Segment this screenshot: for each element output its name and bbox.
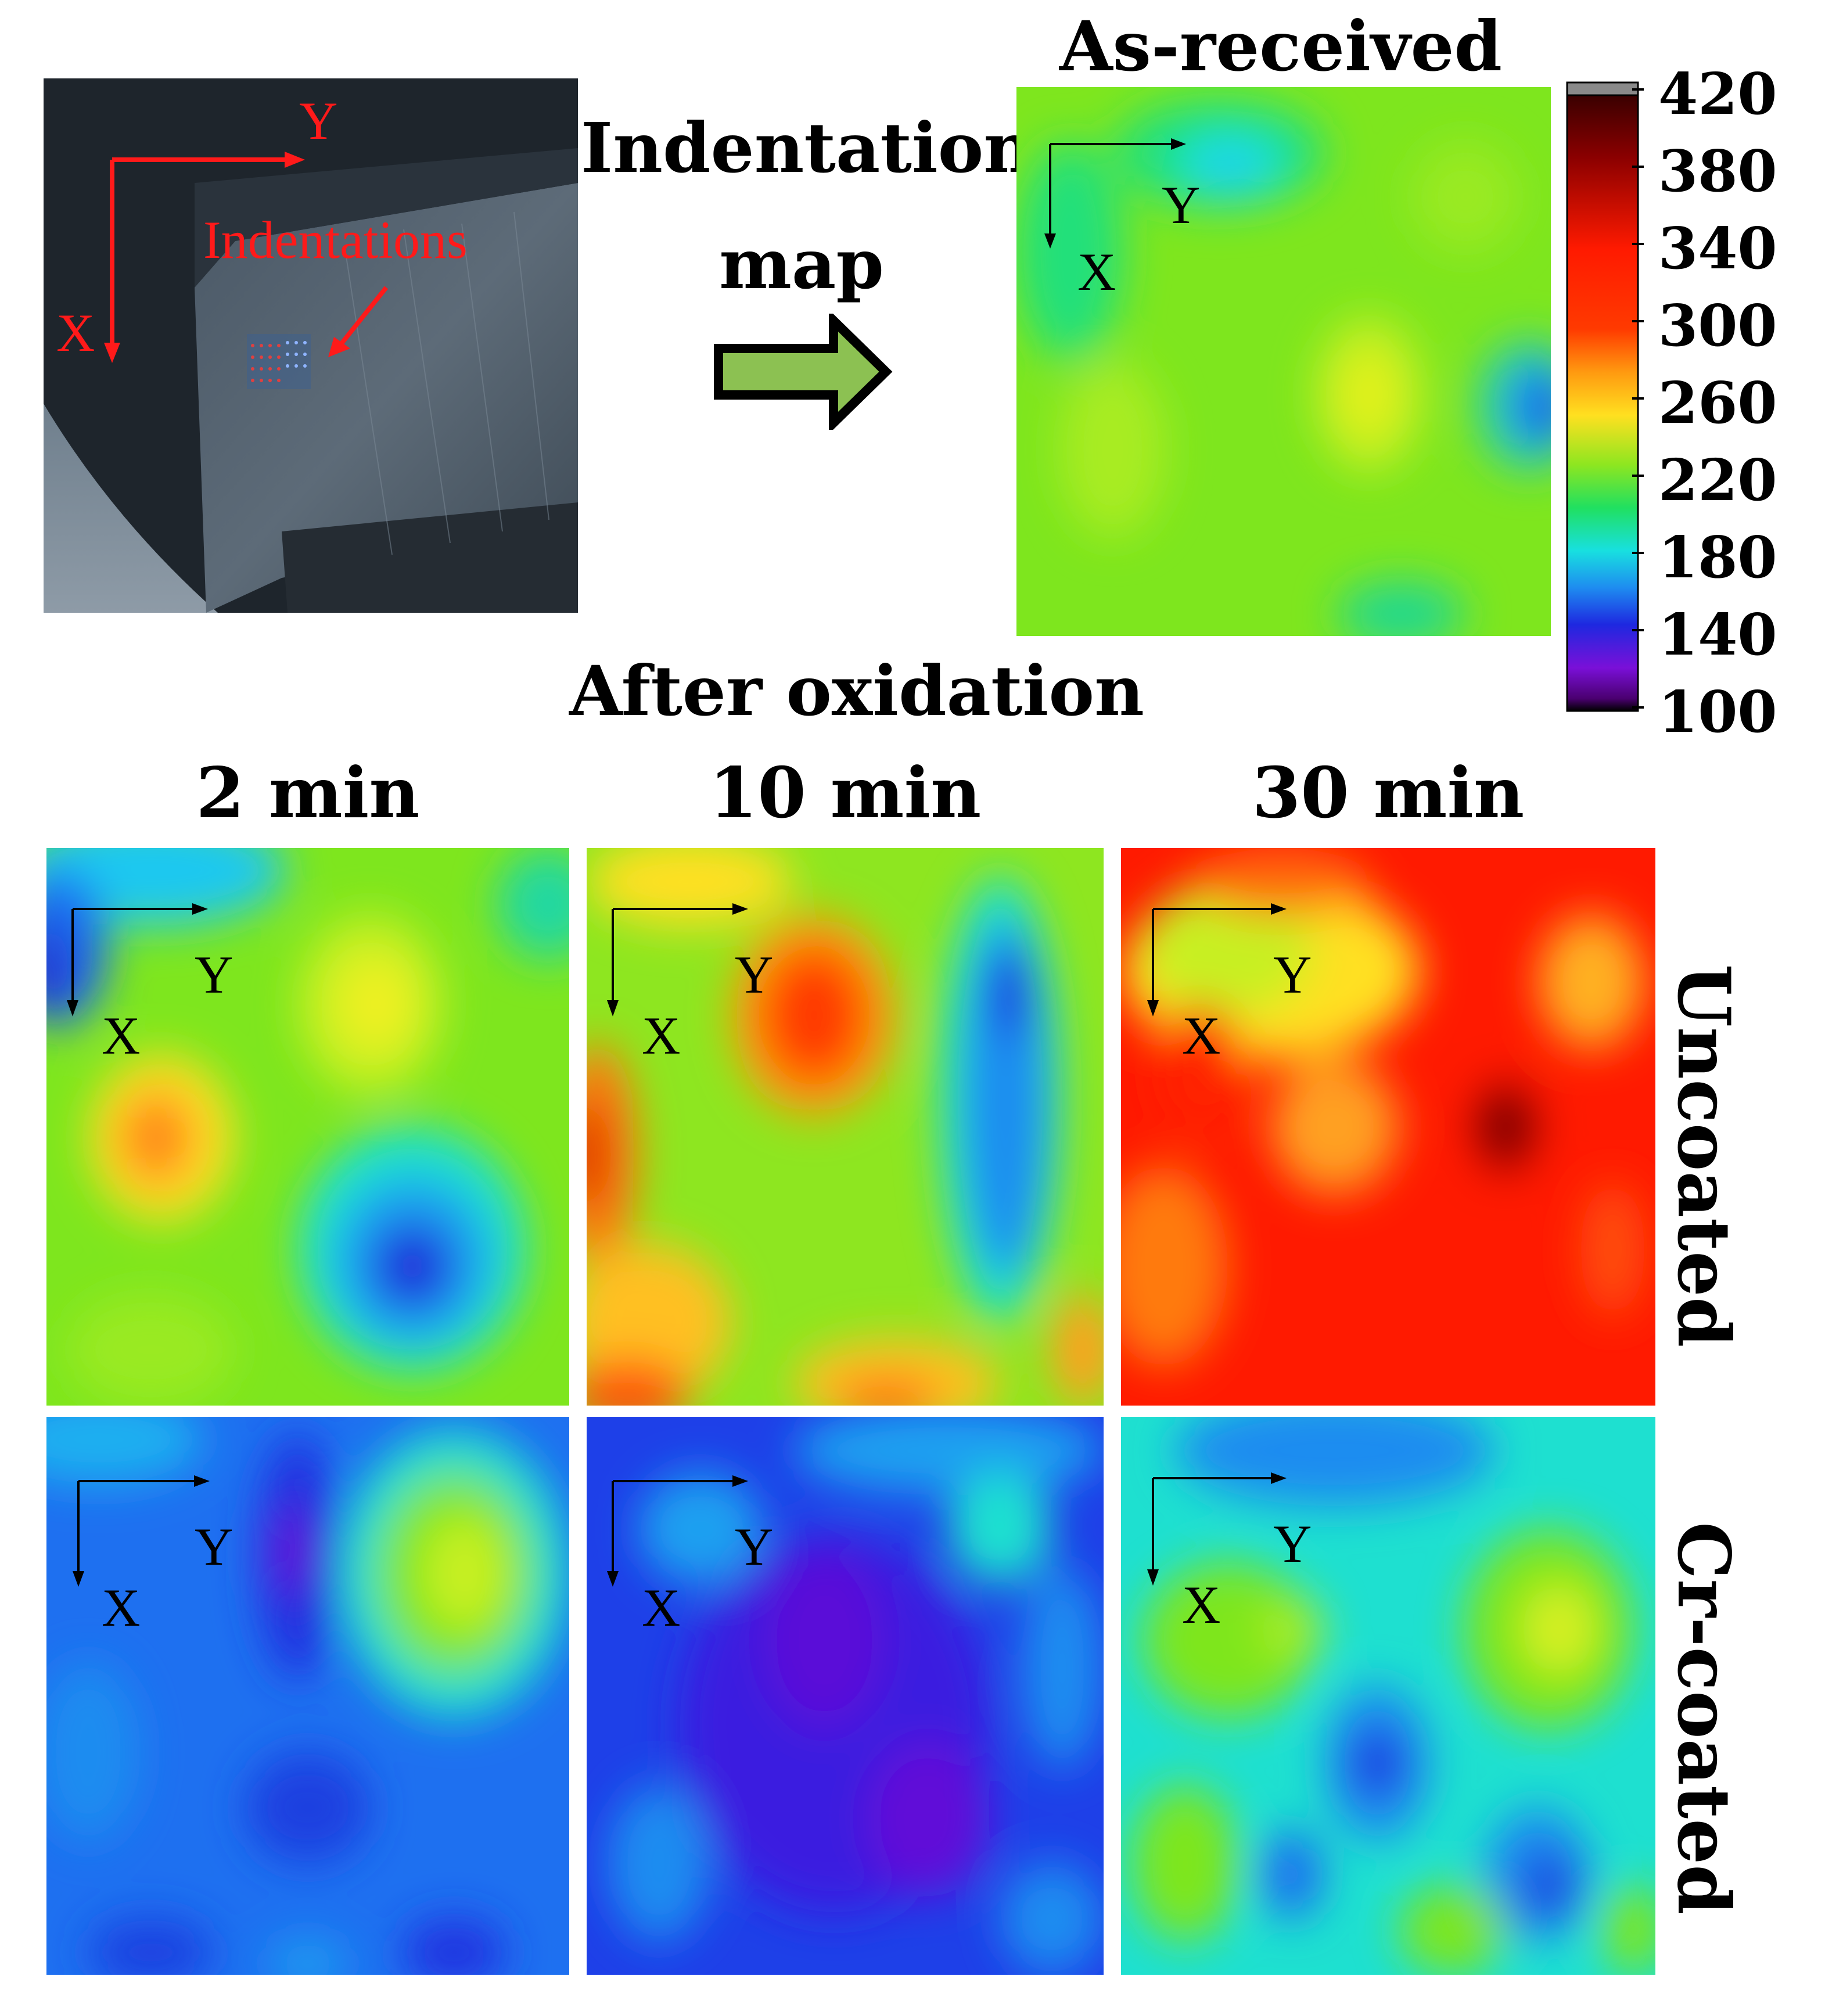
column-title-2min: 2 min [196,752,420,834]
specimen-photo: Y X Indentations [44,78,578,613]
c30-axis-y-label: Y [1273,1514,1312,1573]
colorbar-tick-300: 300 [1658,293,1777,360]
map-cr-coated-10min: Y X [587,1417,1104,1975]
colorbar-tick-420: 420 [1658,61,1777,128]
colorbar-tick-140: 140 [1658,602,1777,669]
indentation-map-label-line2: map [719,224,884,304]
u10-axis-y-label: Y [735,945,774,1004]
colorbar-tick-100: 100 [1658,679,1777,746]
map-cr-coated-30min: Y X [1121,1417,1655,1975]
as-received-title: As-received [1059,6,1503,87]
map-cr-coated-2min: Y X [46,1417,569,1975]
as-received-axis-y-label: Y [1162,175,1201,235]
c2-axis-x-label: X [102,1578,141,1637]
photo-axis-y-label: Y [299,91,338,150]
map-uncoated-30min: Y X [1121,848,1655,1406]
c10-axis-y-label: Y [735,1517,774,1576]
after-oxidation-title: After oxidation [569,651,1144,731]
c10-axis-x-label: X [642,1578,681,1637]
c2-axis-y-label: Y [195,1517,233,1576]
as-received-axes [1044,138,1186,249]
specimen-photo-image [44,78,578,613]
right-arrow-icon [714,314,893,430]
photo-axes [104,152,389,363]
u30-axis-x-label: X [1182,1006,1221,1065]
column-title-10min: 10 min [709,752,982,834]
indentation-map-label-line1: Indentation [581,107,1034,188]
map-uncoated-2min: Y X [46,848,569,1406]
u2-axis-x-label: X [102,1006,141,1065]
indentation-grid [247,334,311,389]
as-received-axis-x-label: X [1077,242,1116,301]
map-uncoated-10min: Y X [587,848,1104,1406]
c30-axis-x-label: X [1182,1575,1221,1634]
map-as-received: Y X [1016,87,1551,636]
photo-axis-x-label: X [56,303,95,362]
u30-axis-y-label: Y [1273,945,1312,1004]
column-title-30min: 30 min [1252,752,1525,834]
colorbar-tick-220: 220 [1658,447,1777,514]
row-title-cr-coated: Cr-coated [1661,1522,1745,1915]
colorbar-tick-340: 340 [1658,215,1777,282]
colorbar [1566,81,1644,712]
photo-indentations-label: Indentations [203,210,468,269]
row-title-uncoated: Uncoated [1661,964,1745,1347]
u2-axis-y-label: Y [195,945,233,1004]
colorbar-tick-180: 180 [1658,524,1777,591]
u10-axis-x-label: X [642,1006,681,1065]
colorbar-tick-260: 260 [1658,370,1777,437]
colorbar-tick-380: 380 [1658,138,1777,205]
